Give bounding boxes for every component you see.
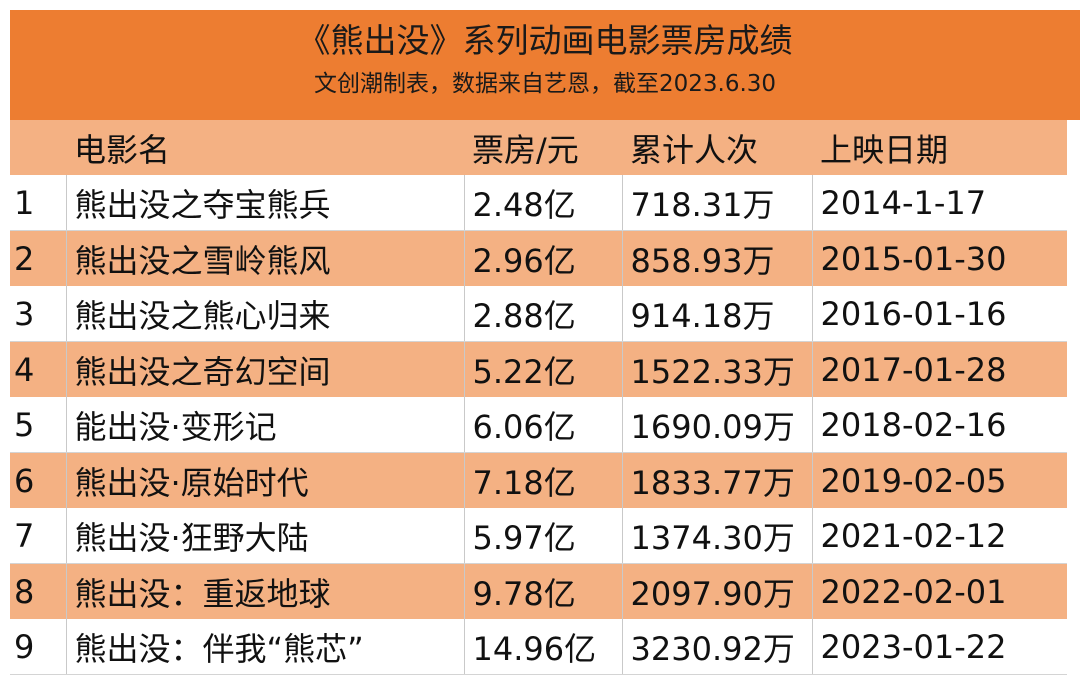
box-office-value: 6.06亿	[463, 397, 622, 453]
table-row: 1 熊出没之夺宝熊兵 2.48亿 718.31万 2014-1-17	[10, 175, 1067, 231]
row-index: 7	[10, 508, 66, 564]
table-row: 7 熊出没·狂野大陆 5.97亿 1374.30万 2021-02-12	[10, 508, 1067, 564]
box-office-value: 2.88亿	[463, 286, 622, 342]
box-office-value: 2.48亿	[463, 175, 622, 231]
release-date: 2014-1-17	[811, 175, 1067, 231]
row-index: 1	[10, 175, 66, 231]
release-date: 2022-02-01	[811, 563, 1067, 619]
box-office-value: 14.96亿	[463, 619, 622, 675]
release-date: 2021-02-12	[811, 508, 1067, 564]
title-banner: 《熊出没》系列动画电影票房成绩 文创潮制表，数据来自艺恩，截至2023.6.30	[10, 10, 1080, 120]
viewers-value: 2097.90万	[621, 563, 812, 619]
row-index: 6	[14, 461, 35, 500]
box-office-table-card: 《熊出没》系列动画电影票房成绩 文创潮制表，数据来自艺恩，截至2023.6.30…	[10, 10, 1080, 675]
table-row: 2 熊出没之雪岭熊风 2.96亿 858.93万 2015-01-30	[10, 230, 1067, 286]
table-row: 8 熊出没：重返地球 9.78亿 2097.90万 2022-02-01	[10, 563, 1067, 619]
table-header-row: 电影名 票房/元 累计人次 上映日期	[10, 120, 1067, 175]
viewers-value: 858.93万	[621, 230, 812, 286]
table-row: 3 熊出没之熊心归来 2.88亿 914.18万 2016-01-16	[10, 286, 1067, 342]
table-row: 9 熊出没：伴我“熊芯” 14.96亿 3230.92万 2023-01-22	[10, 619, 1067, 675]
box-office-value: 2.96亿	[463, 230, 622, 286]
box-office-value: 7.18亿	[463, 452, 622, 508]
movie-name: 熊出没·狂野大陆	[65, 508, 464, 564]
column-header-viewers: 累计人次	[630, 130, 759, 169]
row-index: 2	[14, 239, 35, 278]
row-index: 8	[14, 572, 35, 611]
movie-name: 熊出没·原始时代	[65, 452, 464, 508]
release-date: 2015-01-30	[811, 230, 1067, 286]
release-date: 2018-02-16	[811, 397, 1067, 453]
release-date: 2023-01-22	[811, 619, 1067, 675]
movie-name: 能出没·变形记	[65, 397, 464, 453]
movie-name: 熊出没：重返地球	[65, 563, 464, 619]
movie-name: 熊出没：伴我“熊芯”	[65, 619, 464, 675]
box-office-table: 电影名 票房/元 累计人次 上映日期 1 熊出没之夺宝熊兵 2.48亿 718.…	[10, 120, 1067, 675]
viewers-value: 3230.92万	[621, 619, 812, 675]
table-row: 4 熊出没之奇幻空间 5.22亿 1522.33万 2017-01-28	[10, 341, 1067, 397]
row-index: 5	[10, 397, 66, 453]
movie-name: 熊出没之奇幻空间	[65, 341, 464, 397]
viewers-value: 1522.33万	[621, 341, 812, 397]
page-title: 《熊出没》系列动画电影票房成绩	[297, 21, 793, 60]
row-index: 9	[10, 619, 66, 675]
viewers-value: 914.18万	[621, 286, 812, 342]
column-header-index	[10, 120, 66, 175]
row-index: 3	[10, 286, 66, 342]
box-office-value: 5.97亿	[463, 508, 622, 564]
viewers-value: 718.31万	[621, 175, 812, 231]
column-header-box-office: 票房/元	[472, 130, 579, 169]
movie-name: 熊出没之雪岭熊风	[65, 230, 464, 286]
column-header-release-date: 上映日期	[820, 130, 949, 169]
row-index: 4	[14, 350, 35, 389]
viewers-value: 1374.30万	[621, 508, 812, 564]
column-header-name: 电影名	[74, 130, 171, 169]
page-subtitle: 文创潮制表，数据来自艺恩，截至2023.6.30	[313, 71, 777, 97]
box-office-value: 9.78亿	[463, 563, 622, 619]
release-date: 2016-01-16	[811, 286, 1067, 342]
table-row: 5 能出没·变形记 6.06亿 1690.09万 2018-02-16	[10, 397, 1067, 453]
table-row: 6 熊出没·原始时代 7.18亿 1833.77万 2019-02-05	[10, 452, 1067, 508]
viewers-value: 1833.77万	[621, 452, 812, 508]
release-date: 2019-02-05	[811, 452, 1067, 508]
box-office-value: 5.22亿	[463, 341, 622, 397]
release-date: 2017-01-28	[811, 341, 1067, 397]
viewers-value: 1690.09万	[621, 397, 812, 453]
movie-name: 熊出没之夺宝熊兵	[65, 175, 464, 231]
movie-name: 熊出没之熊心归来	[65, 286, 464, 342]
